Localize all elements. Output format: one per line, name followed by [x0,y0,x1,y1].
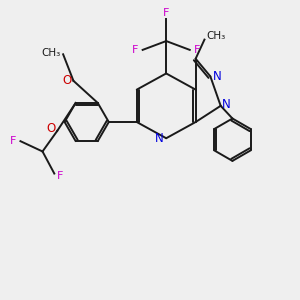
Text: CH₃: CH₃ [206,31,225,41]
Text: F: F [163,8,169,18]
Text: N: N [222,98,230,111]
Text: F: F [132,45,139,55]
Text: F: F [56,172,63,182]
Text: CH₃: CH₃ [41,48,60,58]
Text: O: O [62,74,72,87]
Text: F: F [10,136,16,146]
Text: O: O [47,122,56,135]
Text: N: N [212,70,221,83]
Text: F: F [194,45,200,55]
Text: N: N [155,132,164,145]
